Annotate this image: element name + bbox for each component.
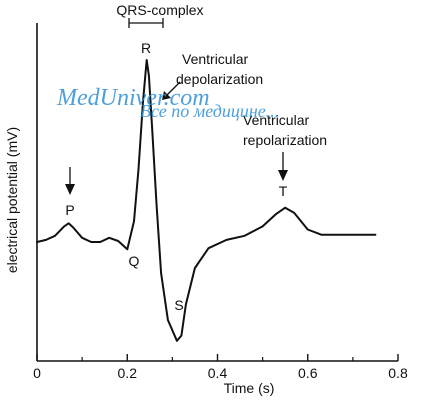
y-axis-title: electrical potential (mV)	[4, 127, 20, 273]
p-arrow	[65, 167, 75, 195]
s-wave-label: S	[174, 297, 183, 313]
repolarization-label-line2: repolarization	[243, 132, 327, 148]
x-tick-label: 0.4	[208, 365, 228, 381]
qrs-complex-label: QRS-complex	[116, 2, 203, 18]
qrs-bracket	[128, 18, 164, 28]
watermark-slogan: Все по медицине...	[140, 101, 279, 121]
t-wave-label: T	[279, 183, 288, 199]
watermark-site: MedUniver.com	[56, 85, 210, 111]
depolarization-label-line1: Ventricular	[182, 51, 248, 67]
x-tick-label: 0	[33, 365, 41, 381]
x-ticks: 0 0.2 0.4 0.6 0.8	[33, 354, 408, 381]
x-tick-label: 0.6	[298, 365, 318, 381]
depolarization-arrow	[162, 81, 181, 100]
ecg-trace	[36, 59, 377, 342]
x-axis-title: Time (s)	[224, 380, 275, 396]
p-wave-label: P	[65, 202, 74, 218]
x-tick-label: 0.2	[118, 365, 138, 381]
q-wave-label: Q	[129, 253, 140, 269]
r-wave-label: R	[141, 40, 151, 56]
depolarization-label-line2: depolarization	[176, 71, 263, 87]
t-arrow	[278, 152, 288, 181]
repolarization-label-line1: Ventricular	[243, 112, 309, 128]
x-tick-label: 0.8	[388, 365, 408, 381]
